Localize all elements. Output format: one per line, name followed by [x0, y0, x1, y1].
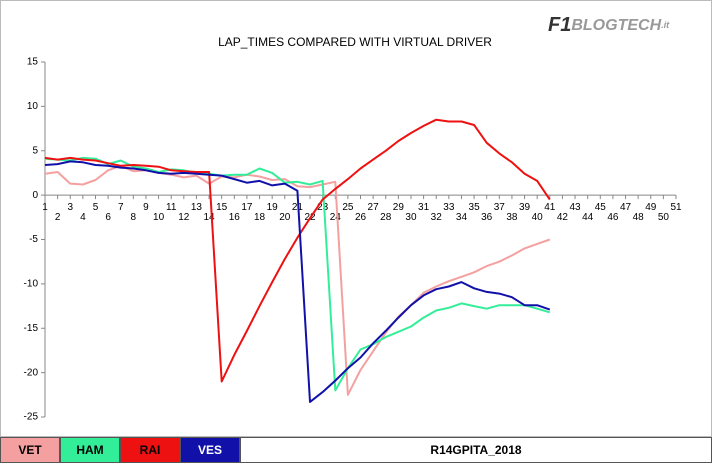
x-tick-label: 14	[203, 212, 215, 223]
x-tick-label: 10	[153, 212, 165, 223]
chart-title: LAP_TIMES COMPARED WITH VIRTUAL DRIVER	[218, 35, 492, 49]
x-tick-label: 23	[317, 202, 329, 213]
x-tick-label: 51	[670, 202, 682, 213]
x-tick-label: 50	[658, 212, 670, 223]
x-tick-label: 39	[519, 202, 531, 213]
x-tick-label: 49	[645, 202, 657, 213]
x-tick-label: 24	[330, 212, 342, 223]
x-tick-label: 42	[557, 212, 569, 223]
x-tick-label: 38	[506, 212, 518, 223]
legend-entry: VES	[180, 437, 240, 463]
x-tick-label: 12	[178, 212, 190, 223]
y-tick-label: 0	[32, 190, 38, 201]
x-tick-label: 7	[118, 202, 124, 213]
x-tick-label: 44	[582, 212, 594, 223]
chart: LAP_TIMES COMPARED WITH VIRTUAL DRIVER F…	[0, 0, 712, 437]
x-tick-label: 35	[469, 202, 481, 213]
x-tick-label: 40	[532, 212, 544, 223]
x-tick-label: 20	[279, 212, 291, 223]
x-tick-label: 43	[569, 202, 581, 213]
x-tick-label: 29	[393, 202, 405, 213]
legend-entry: VET	[0, 437, 60, 463]
x-tick-label: 4	[80, 212, 86, 223]
y-tick-label: 5	[32, 145, 38, 156]
x-tick-label: 33	[443, 202, 455, 213]
y-tick-label: -5	[29, 234, 38, 245]
logo-text: BLOGTECH	[571, 17, 661, 34]
x-tick-label: 2	[55, 212, 61, 223]
x-tick-label: 31	[418, 202, 430, 213]
x-tick-label: 1	[42, 202, 48, 213]
x-tick-label: 32	[431, 212, 443, 223]
y-tick-label: 10	[27, 101, 39, 112]
caption: R14GPITA_2018	[240, 437, 712, 463]
y-tick-label: -25	[24, 412, 39, 423]
x-tick-label: 30	[405, 212, 417, 223]
x-tick-label: 18	[254, 212, 266, 223]
y-tick-label: -10	[24, 279, 39, 290]
x-tick-label: 26	[355, 212, 367, 223]
x-tick-label: 46	[607, 212, 619, 223]
x-tick-label: 47	[620, 202, 632, 213]
x-tick-label: 8	[131, 212, 137, 223]
x-tick-label: 25	[342, 202, 354, 213]
x-tick-label: 27	[368, 202, 380, 213]
legend-entry: RAI	[120, 437, 180, 463]
x-tick-label: 37	[494, 202, 506, 213]
x-tick-label: 9	[143, 202, 149, 213]
y-tick-label: -15	[24, 323, 39, 334]
x-tick-label: 3	[67, 202, 73, 213]
chart-frame	[0, 0, 712, 437]
x-tick-label: 28	[380, 212, 392, 223]
x-tick-label: 17	[241, 202, 253, 213]
logo: F1BLOGTECH.it	[548, 14, 670, 36]
y-tick-label: 15	[27, 57, 39, 68]
logo-suffix: .it	[661, 20, 670, 30]
series-line	[44, 164, 551, 396]
x-tick-label: 45	[595, 202, 607, 213]
series-line	[44, 118, 551, 383]
logo-f1: F1	[548, 14, 571, 36]
x-tick-label: 41	[544, 202, 556, 213]
x-tick-label: 6	[105, 212, 111, 223]
x-tick-label: 48	[633, 212, 645, 223]
x-tick-label: 5	[93, 202, 99, 213]
x-tick-label: 34	[456, 212, 468, 223]
x-tick-label: 15	[216, 202, 228, 213]
x-tick-label: 36	[481, 212, 493, 223]
x-tick-label: 16	[229, 212, 241, 223]
x-tick-label: 13	[191, 202, 203, 213]
y-tick-label: -20	[24, 367, 39, 378]
x-tick-label: 19	[267, 202, 279, 213]
series-line	[44, 160, 551, 403]
x-tick-label: 11	[166, 202, 177, 213]
legend-entry: HAM	[60, 437, 120, 463]
